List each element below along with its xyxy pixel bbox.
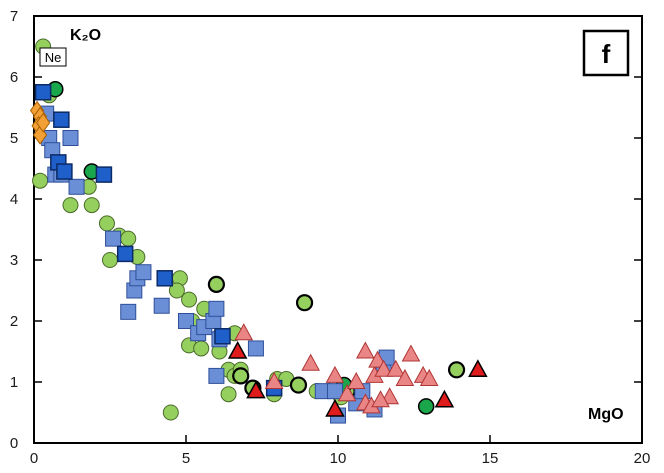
x-tick-label: 15 xyxy=(482,450,499,467)
data-point-square xyxy=(326,383,343,400)
x-tick-label: 10 xyxy=(330,450,347,467)
data-point-triangle xyxy=(374,359,393,377)
data-point-triangle xyxy=(246,380,266,399)
data-point-circle xyxy=(83,197,100,214)
y-tick-label: 7 xyxy=(10,8,18,25)
x-axis-title: MgO xyxy=(588,406,624,423)
data-points xyxy=(29,38,488,424)
data-point-square xyxy=(56,163,73,180)
ne-label-box xyxy=(39,47,67,67)
data-point-triangle xyxy=(395,368,415,386)
data-point-circle xyxy=(295,294,314,312)
data-point-square xyxy=(156,270,173,287)
data-point-square xyxy=(208,300,225,317)
data-point-square xyxy=(53,111,70,128)
data-point-circle xyxy=(168,282,185,299)
data-point-triangle xyxy=(325,365,345,383)
y-tick-label: 0 xyxy=(10,435,18,452)
data-point-circle xyxy=(181,291,198,308)
data-point-square xyxy=(214,328,231,345)
data-point-square xyxy=(62,130,79,146)
data-point-circle xyxy=(102,252,118,268)
data-point-triangle xyxy=(227,340,248,359)
data-point-triangle xyxy=(337,384,357,402)
data-point-triangle xyxy=(434,389,455,408)
data-point-triangle xyxy=(234,323,254,341)
x-tick-label: 5 xyxy=(182,450,190,467)
data-point-triangle xyxy=(325,398,345,417)
data-point-square xyxy=(105,230,122,247)
data-point-square xyxy=(116,245,134,263)
y-tick-label: 5 xyxy=(10,130,18,147)
ne-label: Ne xyxy=(45,50,62,65)
data-point-circle xyxy=(32,172,49,189)
panel-label: f xyxy=(602,39,611,69)
data-point-square xyxy=(178,313,194,329)
data-point-triangle xyxy=(386,359,406,377)
data-point-square xyxy=(120,303,137,320)
data-point-circle xyxy=(232,367,250,385)
data-point-triangle xyxy=(401,344,421,362)
y-axis-title: K₂O xyxy=(70,27,101,44)
data-point-square xyxy=(34,84,52,101)
axis-ticks: 0 5 10 15 20 0 1 2 3 4 5 6 7 xyxy=(10,8,651,467)
data-point-square xyxy=(135,264,152,281)
x-tick-label: 0 xyxy=(30,450,38,467)
data-point-triangle xyxy=(419,368,439,386)
data-point-square xyxy=(208,367,225,384)
data-point-triangle xyxy=(468,359,488,378)
data-point-triangle xyxy=(301,353,320,371)
data-point-circle xyxy=(289,376,308,394)
data-point-triangle xyxy=(264,371,284,389)
data-point-triangle xyxy=(371,390,390,408)
data-point-circle xyxy=(62,197,79,214)
y-tick-label: 2 xyxy=(10,313,18,330)
data-point-diamond xyxy=(36,112,51,133)
data-point-square xyxy=(153,297,170,314)
data-point-circle xyxy=(220,386,237,403)
x-tick-label: 20 xyxy=(634,450,651,467)
data-point-square xyxy=(95,166,113,183)
data-point-circle xyxy=(162,404,179,421)
data-point-circle xyxy=(120,230,137,247)
data-point-square xyxy=(247,340,264,357)
panel-label-box xyxy=(582,29,630,77)
data-point-circle xyxy=(193,340,210,357)
y-tick-label: 1 xyxy=(10,374,18,391)
data-point-circle xyxy=(207,275,225,293)
data-point-circle xyxy=(417,398,435,415)
data-point-circle xyxy=(447,361,466,379)
data-point-circle xyxy=(98,215,115,232)
y-tick-label: 6 xyxy=(10,69,18,86)
data-point-triangle xyxy=(346,371,366,389)
data-point-square xyxy=(68,178,85,195)
y-tick-label: 3 xyxy=(10,252,18,269)
y-tick-label: 4 xyxy=(10,191,18,208)
data-point-triangle xyxy=(356,341,375,359)
